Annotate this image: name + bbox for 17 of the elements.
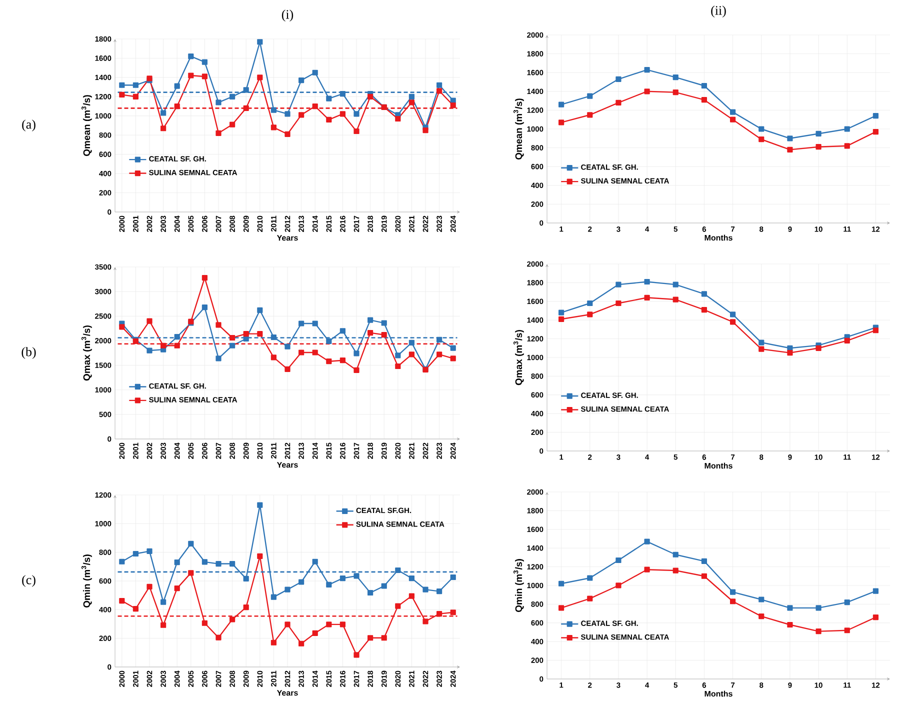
text: (b) xyxy=(22,347,36,359)
y-axis-title: Qmin (m$^{3}$/s) xyxy=(513,559,524,612)
x-axis-title: Years xyxy=(276,462,298,468)
x-axis-title: Years xyxy=(276,690,298,696)
text: (a) xyxy=(22,120,36,132)
y-axis-title: Qmean (m$^{3}$/s) xyxy=(81,95,92,156)
x-axis-title: Months xyxy=(704,690,732,697)
y-axis-title: Qmean (m$^{3}$/s) xyxy=(513,98,524,160)
text: (c) xyxy=(22,575,36,587)
y-axis-title: Qmin (m$^{3}$/s) xyxy=(81,554,92,608)
x-axis-title: Months xyxy=(704,462,732,469)
y-axis-title: Qmax (m$^{3}$/s) xyxy=(513,330,524,386)
y-axis-title: Qmax (m$^{3}$/s) xyxy=(81,325,92,381)
x-axis-title: Months xyxy=(704,234,732,241)
x-axis-title: Years xyxy=(276,235,298,241)
chart-title: (i) xyxy=(282,10,294,22)
chart-title: (ii) xyxy=(711,6,726,18)
